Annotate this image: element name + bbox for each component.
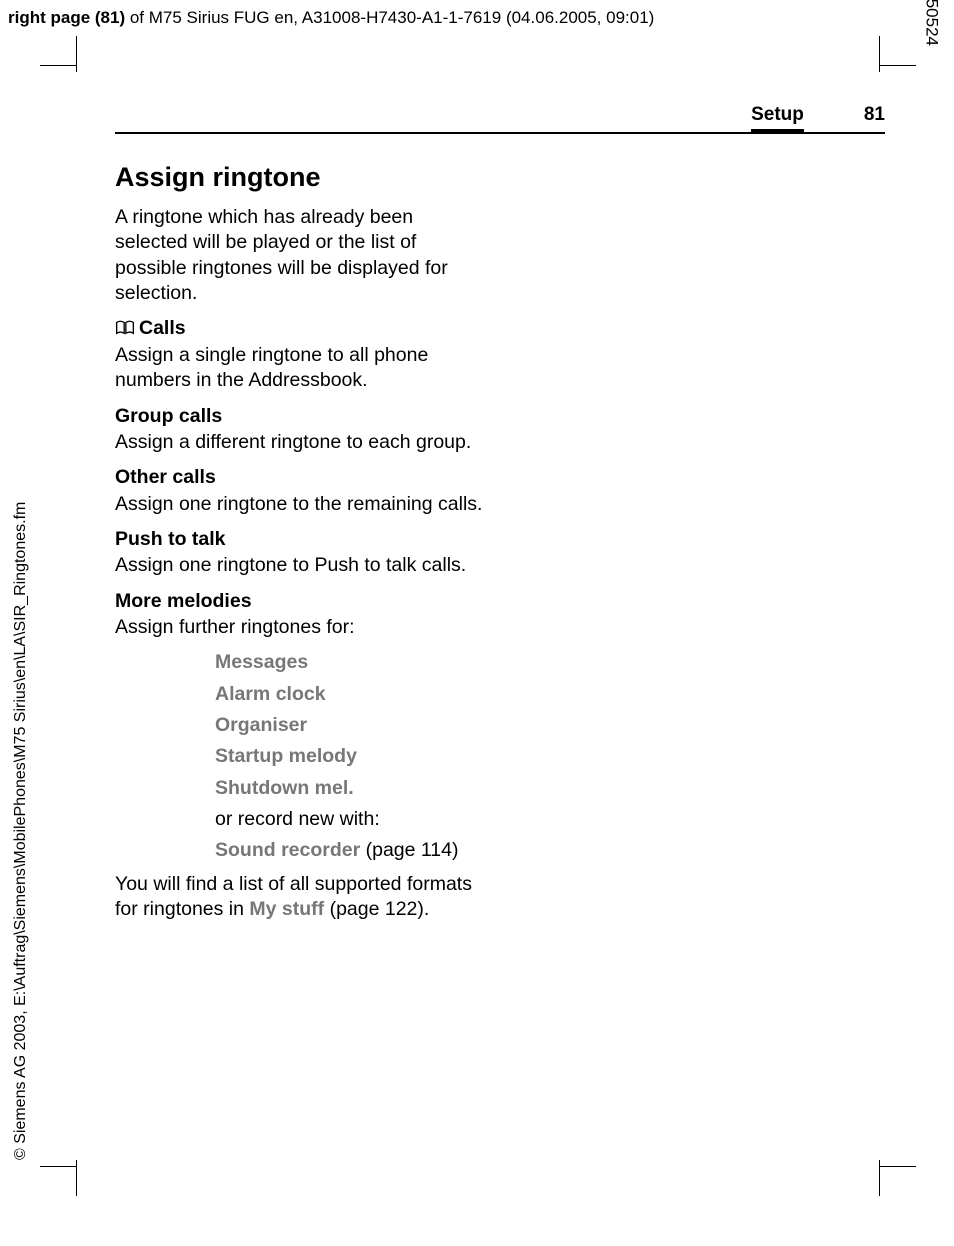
crop-mark [40, 1166, 76, 1167]
list-item: Organiser [215, 713, 485, 738]
list-item: Messages [215, 650, 485, 675]
side-note-left: © Siemens AG 2003, E:\Auftrag\Siemens\Mo… [12, 502, 30, 1160]
crop-mark [880, 65, 916, 66]
list-item: Startup melody [215, 744, 485, 769]
crop-mark [879, 1160, 880, 1196]
book-icon [115, 317, 135, 332]
push-to-talk-text: Assign one ringtone to Push to talk call… [115, 553, 485, 578]
sound-recorder-label: Sound recorder [215, 839, 360, 861]
crop-mark [76, 36, 77, 72]
more-melodies-lead: Assign further ringtones for: [115, 615, 485, 640]
crop-mark [879, 36, 880, 72]
publication-info: of M75 Sirius FUG en, A31008-H7430-A1-1-… [125, 8, 654, 27]
content: Assign ringtone A ringtone which has alr… [115, 160, 485, 932]
tail-mystuff: My stuff [249, 898, 324, 920]
crop-mark [76, 1160, 77, 1196]
crop-mark [880, 1166, 916, 1167]
calls-label: Calls [139, 317, 186, 339]
sound-recorder-line: Sound recorder (page 114) [215, 838, 485, 863]
list-item: Shutdown mel. [215, 776, 485, 801]
subheading-group-calls: Group calls [115, 404, 485, 429]
sound-recorder-page: (page 114) [360, 839, 458, 861]
publication-header: right page (81) of M75 Sirius FUG en, A3… [8, 8, 934, 28]
page-side-label: right page (81) [8, 8, 125, 27]
running-header: Setup 81 [115, 104, 885, 134]
record-lead: or record new with: [215, 807, 485, 832]
other-calls-text: Assign one ringtone to the remaining cal… [115, 492, 485, 517]
subheading-other-calls: Other calls [115, 465, 485, 490]
group-calls-text: Assign a different ringtone to each grou… [115, 430, 485, 455]
tail-text: You will find a list of all supported fo… [115, 872, 485, 923]
page: right page (81) of M75 Sirius FUG en, A3… [0, 0, 954, 1246]
subheading-push-to-talk: Push to talk [115, 527, 485, 552]
tail-c: (page 122). [324, 898, 429, 920]
intro-text: A ringtone which has already been select… [115, 205, 485, 306]
heading-assign-ringtone: Assign ringtone [115, 160, 485, 195]
section-title: Setup [751, 104, 804, 133]
calls-text: Assign a single ringtone to all phone nu… [115, 343, 485, 394]
page-number: 81 [864, 104, 885, 126]
crop-mark [40, 65, 76, 66]
more-melodies-list: Messages Alarm clock Organiser Startup m… [215, 650, 485, 863]
subheading-more-melodies: More melodies [115, 589, 485, 614]
side-note-right: Template: X75, Version 2.1; VAR Language… [922, 0, 942, 46]
list-item: Alarm clock [215, 682, 485, 707]
subheading-calls: Calls [115, 316, 485, 341]
